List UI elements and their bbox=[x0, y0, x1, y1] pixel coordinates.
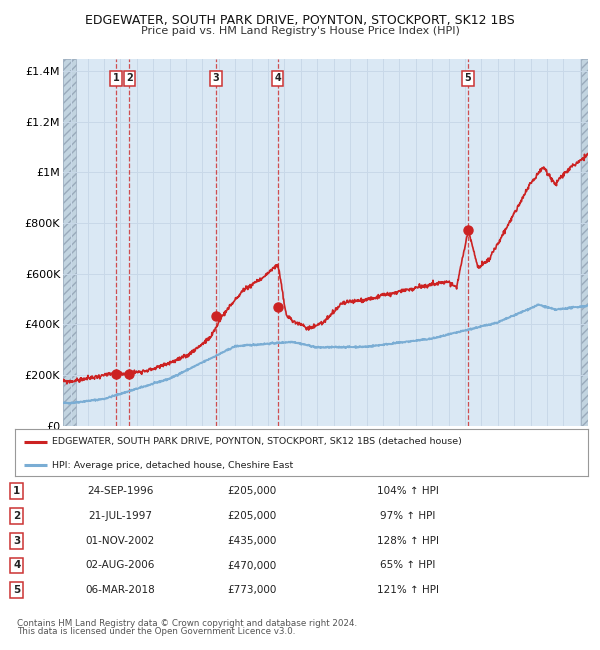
Text: 24-SEP-1996: 24-SEP-1996 bbox=[87, 486, 153, 497]
Text: Contains HM Land Registry data © Crown copyright and database right 2024.: Contains HM Land Registry data © Crown c… bbox=[17, 619, 357, 628]
Text: £205,000: £205,000 bbox=[227, 486, 277, 497]
Text: 2: 2 bbox=[13, 511, 20, 521]
Text: 5: 5 bbox=[13, 585, 20, 595]
Text: Price paid vs. HM Land Registry's House Price Index (HPI): Price paid vs. HM Land Registry's House … bbox=[140, 26, 460, 36]
Text: 128% ↑ HPI: 128% ↑ HPI bbox=[377, 536, 439, 546]
Text: This data is licensed under the Open Government Licence v3.0.: This data is licensed under the Open Gov… bbox=[17, 627, 295, 636]
Text: 97% ↑ HPI: 97% ↑ HPI bbox=[380, 511, 436, 521]
Text: 121% ↑ HPI: 121% ↑ HPI bbox=[377, 585, 439, 595]
Bar bbox=[63, 58, 76, 426]
Text: EDGEWATER, SOUTH PARK DRIVE, POYNTON, STOCKPORT, SK12 1BS (detached house): EDGEWATER, SOUTH PARK DRIVE, POYNTON, ST… bbox=[52, 437, 462, 446]
Text: 06-MAR-2018: 06-MAR-2018 bbox=[85, 585, 155, 595]
Text: 21-JUL-1997: 21-JUL-1997 bbox=[88, 511, 152, 521]
Bar bbox=[581, 58, 588, 426]
Text: 1: 1 bbox=[13, 486, 20, 497]
Text: 1: 1 bbox=[113, 73, 119, 83]
Text: 4: 4 bbox=[274, 73, 281, 83]
Text: 02-AUG-2006: 02-AUG-2006 bbox=[85, 560, 155, 571]
Text: HPI: Average price, detached house, Cheshire East: HPI: Average price, detached house, Ches… bbox=[52, 461, 293, 469]
Text: 104% ↑ HPI: 104% ↑ HPI bbox=[377, 486, 439, 497]
Text: 01-NOV-2002: 01-NOV-2002 bbox=[85, 536, 155, 546]
Text: 65% ↑ HPI: 65% ↑ HPI bbox=[380, 560, 436, 571]
Text: 2: 2 bbox=[126, 73, 133, 83]
Text: £435,000: £435,000 bbox=[227, 536, 277, 546]
Text: 3: 3 bbox=[212, 73, 220, 83]
Text: £470,000: £470,000 bbox=[227, 560, 277, 571]
Text: EDGEWATER, SOUTH PARK DRIVE, POYNTON, STOCKPORT, SK12 1BS: EDGEWATER, SOUTH PARK DRIVE, POYNTON, ST… bbox=[85, 14, 515, 27]
Text: £205,000: £205,000 bbox=[227, 511, 277, 521]
Text: 5: 5 bbox=[464, 73, 471, 83]
Bar bbox=[63, 58, 76, 426]
Bar bbox=[581, 58, 588, 426]
Text: 3: 3 bbox=[13, 536, 20, 546]
Text: 4: 4 bbox=[13, 560, 20, 571]
Text: £773,000: £773,000 bbox=[227, 585, 277, 595]
